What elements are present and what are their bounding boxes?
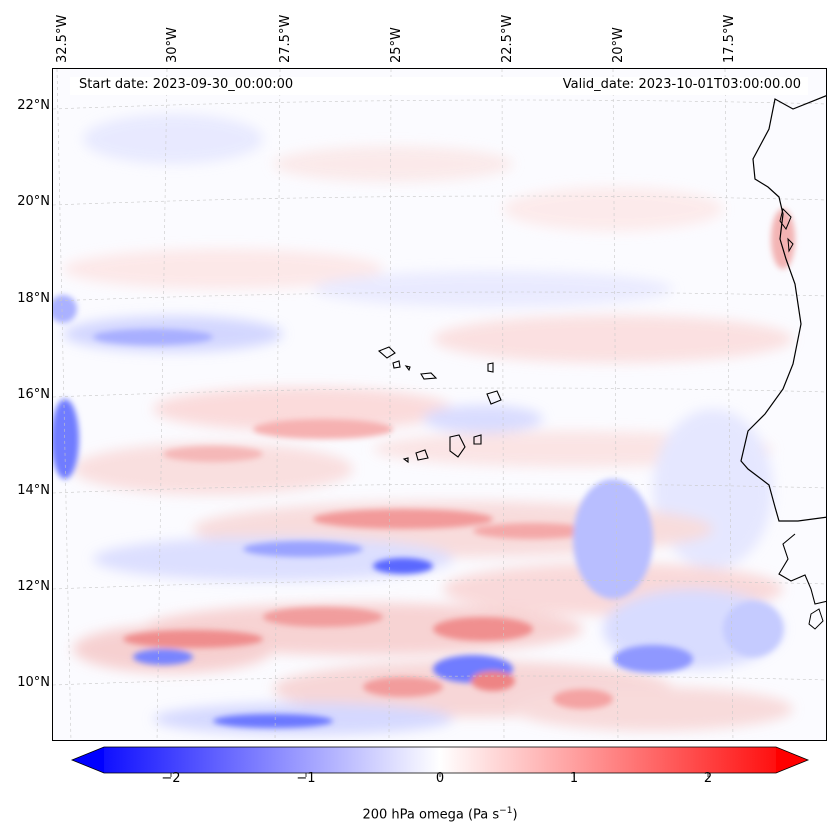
lon-label-25w: 25°W: [389, 27, 404, 63]
lat-label-18n: 18°N: [17, 291, 50, 306]
colorbar-tick: 1: [569, 771, 579, 786]
map-panel: [52, 68, 827, 741]
header-strip: [70, 77, 808, 95]
coastline: [740, 95, 826, 522]
start-date-label: Start date: 2023-09-30_00:00:00: [79, 77, 294, 92]
lon-label-32-5w: 32.5°W: [55, 14, 70, 63]
colorbar-body: [104, 747, 776, 773]
lon-label-17-5w: 17.5°W: [722, 14, 737, 63]
colorbar-tick: 0: [435, 771, 445, 786]
lat-label-16n: 16°N: [17, 387, 50, 402]
lat-label-14n: 14°N: [17, 483, 50, 498]
lon-label-22-5w: 22.5°W: [500, 14, 515, 63]
colorbar-tick: 2: [703, 771, 713, 786]
valid-date-label: Valid_date: 2023-10-01T03:00:00.00: [562, 77, 801, 92]
lon-label-20w: 20°W: [611, 27, 626, 63]
colorbar-tick: −2: [161, 771, 181, 786]
colorbar: [70, 746, 810, 777]
colorbar-tick: −1: [296, 771, 316, 786]
lat-label-22n: 22°N: [17, 98, 50, 113]
colorbar-extend-neg: [72, 747, 104, 773]
colorbar-label-exponent: −1: [499, 806, 513, 816]
colorbar-label: 200 hPa omega (Pa s−1): [362, 806, 518, 823]
lat-label-10n: 10°N: [17, 675, 50, 690]
lat-label-12n: 12°N: [17, 579, 50, 594]
lat-label-20n: 20°N: [17, 194, 50, 209]
lon-label-27-5w: 27.5°W: [278, 14, 293, 63]
lon-label-30w: 30°W: [165, 27, 180, 63]
colorbar-extend-pos: [776, 747, 808, 773]
omega-field: [53, 69, 826, 740]
